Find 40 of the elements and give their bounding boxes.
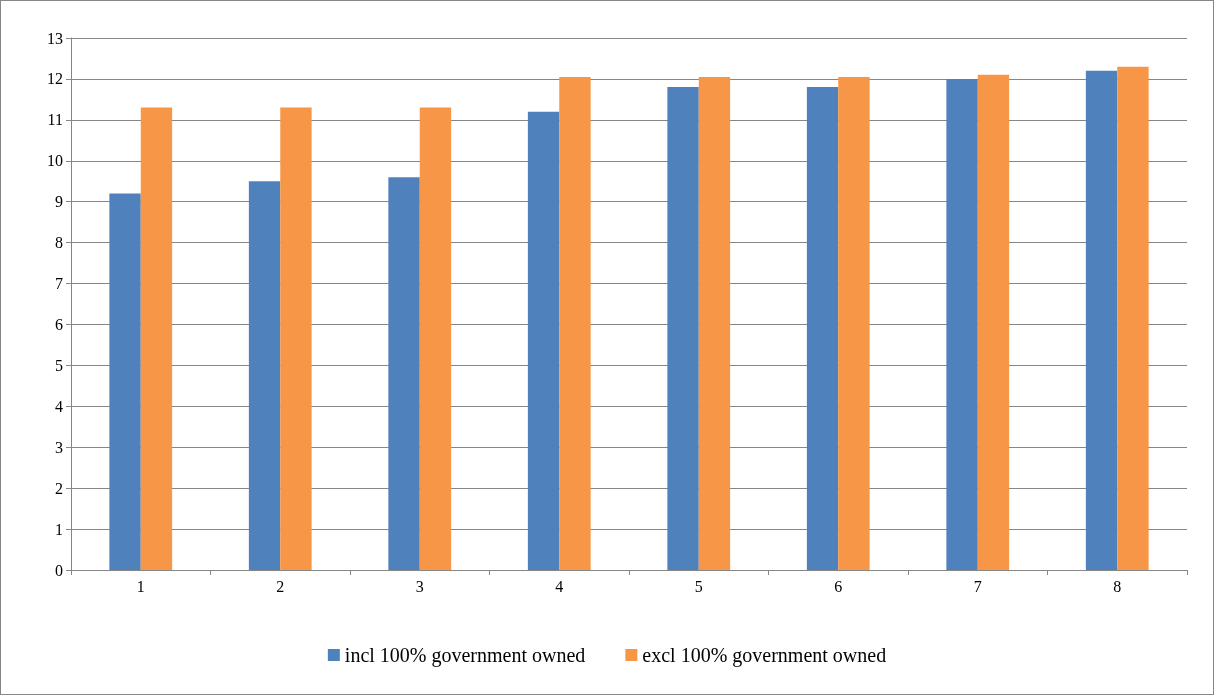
y-tick-label: 3 <box>55 438 63 456</box>
y-tick-label: 9 <box>55 193 63 211</box>
bar <box>667 87 699 570</box>
bar <box>280 107 312 570</box>
x-tick-label: 8 <box>1113 577 1122 595</box>
x-tick-label: 5 <box>694 577 703 595</box>
bar <box>1085 70 1118 570</box>
x-tick-label: 4 <box>555 577 564 595</box>
bar <box>140 107 173 570</box>
legend-label: incl 100% government owned <box>344 644 586 667</box>
bar <box>109 193 141 570</box>
bar <box>248 181 281 570</box>
x-tick-label: 2 <box>276 577 285 595</box>
y-tick-label: 5 <box>55 356 63 374</box>
y-tick-label: 6 <box>55 315 63 333</box>
bar <box>419 107 452 570</box>
y-tick-label: 11 <box>47 111 63 129</box>
x-tick-label: 6 <box>834 577 843 595</box>
bar <box>806 87 839 570</box>
y-tick-label: 10 <box>47 152 63 170</box>
bar <box>527 111 560 570</box>
bar <box>388 177 420 570</box>
y-tick-label: 8 <box>55 234 63 252</box>
y-tick-label: 1 <box>55 520 63 538</box>
x-tick-label: 1 <box>136 577 145 595</box>
y-tick-label: 0 <box>55 561 63 579</box>
y-tick-label: 13 <box>47 29 63 47</box>
y-tick-label: 7 <box>55 275 63 293</box>
y-tick-label: 4 <box>55 397 63 415</box>
bar <box>559 76 591 570</box>
bar <box>698 76 731 570</box>
bar <box>1117 66 1149 570</box>
y-tick-label: 2 <box>55 479 63 497</box>
x-tick-label: 3 <box>415 577 424 595</box>
bar <box>838 76 870 570</box>
bar <box>977 74 1010 570</box>
x-tick-label: 7 <box>973 577 982 595</box>
y-tick-label: 12 <box>47 70 63 88</box>
legend-label: excl 100% government owned <box>642 644 887 667</box>
bar <box>946 78 978 570</box>
